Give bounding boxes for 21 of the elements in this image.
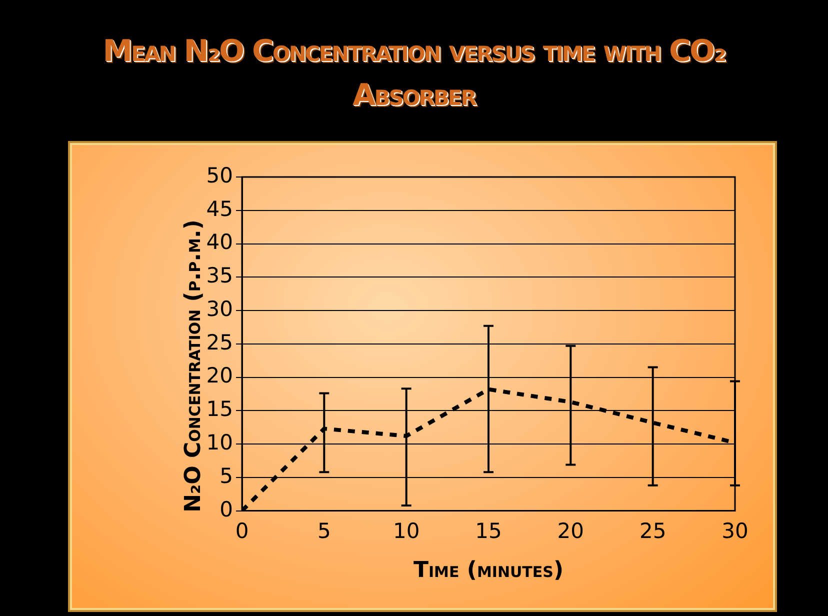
y-tick-label: 20 [206,364,233,388]
x-tick-label: 20 [557,518,584,543]
y-tick-label: 30 [206,296,233,321]
y-axis-title: N₂O Concentration (p.p.m.) [181,218,207,514]
x-axis-title: Time (minutes) [412,558,565,583]
x-tick-label: 0 [235,518,249,543]
x-tick-label: 5 [317,518,331,543]
y-tick-label: 15 [206,397,233,422]
y-tick-label: 40 [206,230,233,254]
x-tick-label: 10 [392,518,420,543]
y-tick-label: 50 [206,163,233,188]
x-tick-label: 15 [475,518,502,543]
y-tick-label: 0 [220,497,233,522]
y-tick-label: 25 [206,330,233,354]
x-tick-label: 30 [722,518,748,543]
y-tick-label: 5 [220,464,233,488]
y-tick-label: 45 [206,196,233,221]
y-tick-label: 35 [206,264,233,288]
y-tick-label: 10 [206,430,233,454]
x-tick-label: 25 [639,518,666,543]
chart-title: Mean N₂O Concentration versus time with CO₂ Absorber [102,33,726,115]
